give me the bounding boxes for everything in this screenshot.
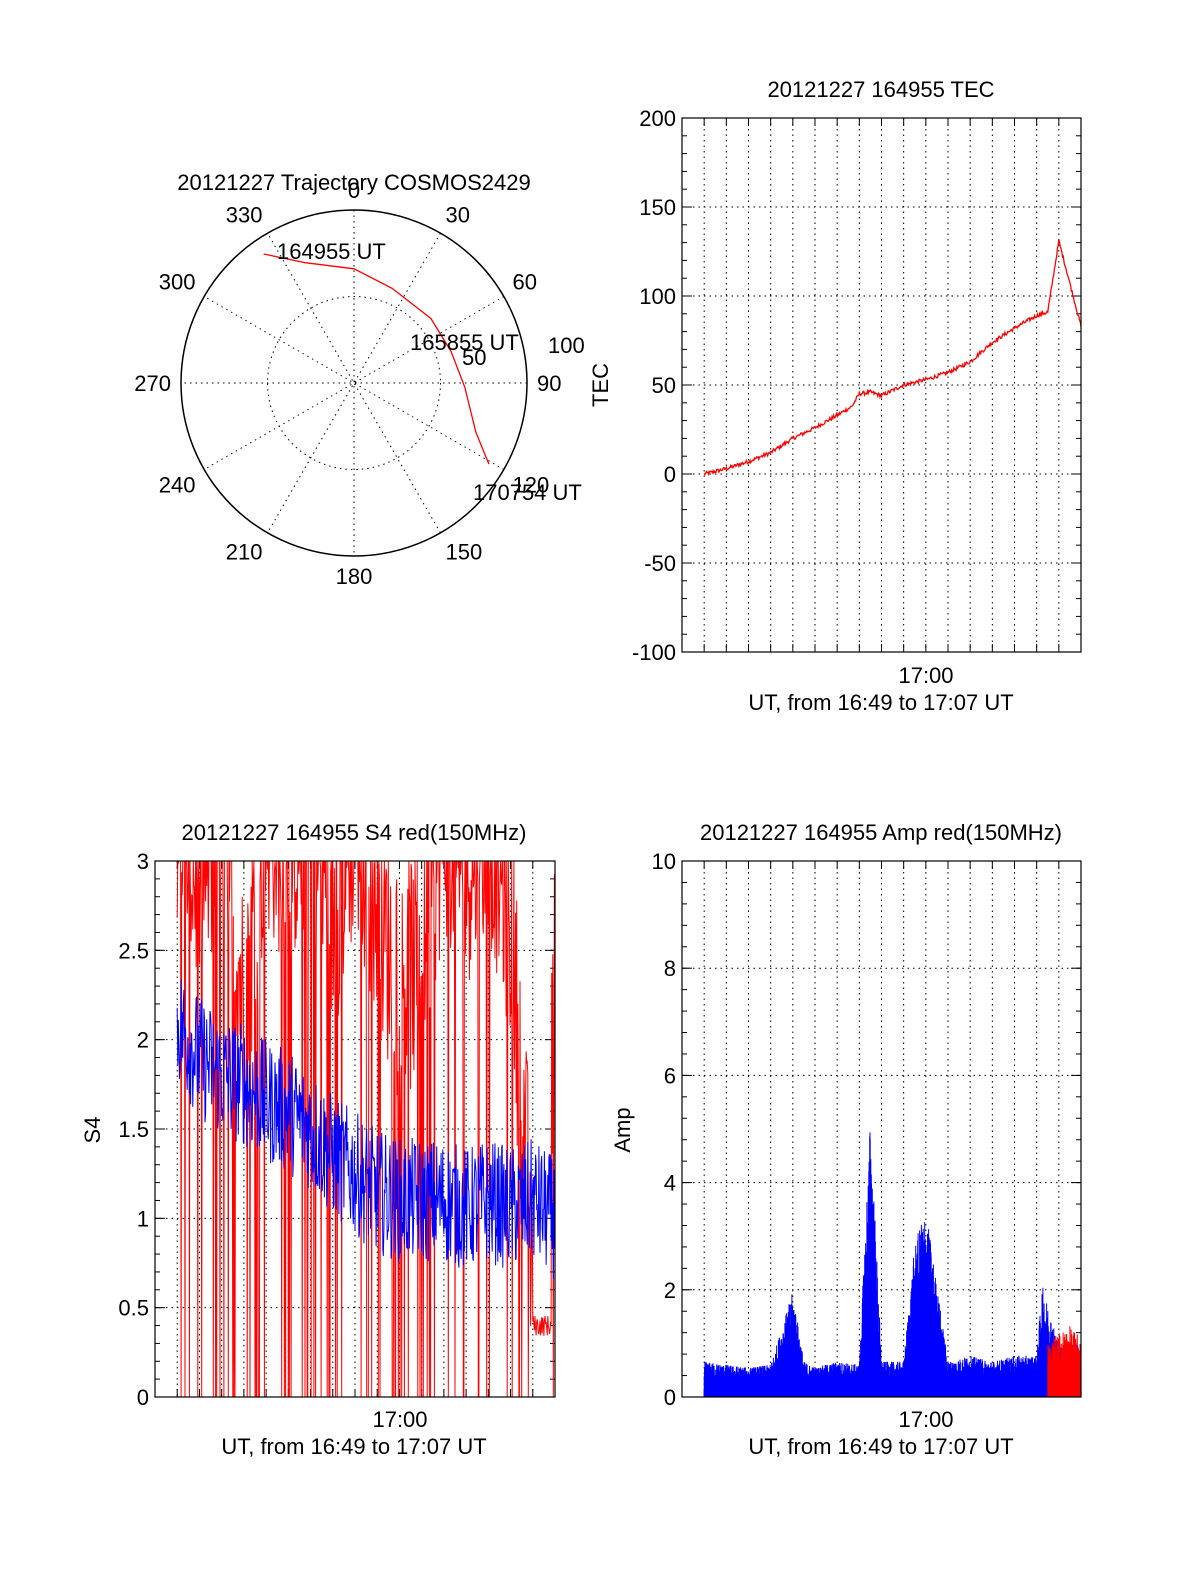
trajectory-end-label: 170754 UT (473, 480, 582, 505)
s4-y-tick-label: 1.5 (118, 1117, 149, 1142)
trajectory-title: 20121227 Trajectory COSMOS2429 (177, 170, 530, 195)
ring-label-100: 100 (548, 333, 585, 358)
tec-frame (681, 117, 1082, 653)
s4-y-tick-label: 3 (137, 849, 149, 874)
tec-y-tick-label: -100 (632, 640, 676, 665)
polar-grid (181, 210, 527, 556)
tec-y-tick-label: -50 (644, 551, 676, 576)
trajectory-track (263, 253, 490, 465)
azimuth-label-180: 180 (336, 564, 373, 589)
s4-y-tick-label: 2 (137, 1028, 149, 1053)
amp-y-ticks: 10 8 6 4 2 0 (652, 849, 676, 1410)
s4-x-axis-label: UT, from 16:49 to 17:07 UT (221, 1434, 486, 1459)
azimuth-label-210: 210 (226, 540, 263, 565)
polar-ring-50 (267, 296, 441, 470)
polar-spoke (267, 232, 441, 534)
azimuth-label-240: 240 (159, 473, 196, 498)
tec-y-tick-label: 200 (639, 106, 676, 131)
amp-x-axis-label: UT, from 16:49 to 17:07 UT (748, 1434, 1013, 1459)
azimuth-label-90: 90 (537, 371, 561, 396)
s4-y-tick-label: 0.5 (118, 1296, 149, 1321)
s4-y-ticks: 3 2.5 2 1.5 1 0.5 0 (118, 849, 149, 1410)
trajectory-mid-label: 165855 UT (410, 330, 519, 355)
amp-frame (681, 860, 1082, 1398)
s4-x-tick-label: 17:00 (372, 1407, 427, 1432)
s4-y-tick-label: 2.5 (118, 938, 149, 963)
amp-y-tick-label: 10 (652, 849, 676, 874)
ring-label-50: 50 (462, 345, 486, 370)
amp-x-tick-label: 17:00 (898, 1407, 953, 1432)
amp-blue-series (703, 1132, 1082, 1397)
tec-y-tick-label: 0 (664, 462, 676, 487)
tec-x-axis-label: UT, from 16:49 to 17:07 UT (748, 690, 1013, 715)
s4-frame (154, 860, 556, 1398)
s4-y-tick-label: 0 (137, 1385, 149, 1410)
polar-outer-ring (180, 209, 528, 557)
s4-y-axis-label: S4 (80, 1117, 105, 1144)
tec-title: 20121227 164955 TEC (767, 77, 994, 102)
amp-y-tick-label: 0 (664, 1385, 676, 1410)
tec-y-ticks: 200 150 100 50 0 -50 -100 (632, 106, 676, 665)
polar-spoke (267, 232, 441, 534)
amp-y-axis-label: Amp (610, 1107, 635, 1152)
azimuth-label-150: 150 (446, 540, 483, 565)
amp-y-tick-label: 6 (664, 1063, 676, 1088)
azimuth-label-60: 60 (513, 270, 537, 295)
s4-red-series (176, 860, 555, 1398)
s4-chart: 20121227 164955 S4 red(150MHz) 3 2.5 2 1.5 1… (80, 820, 556, 1459)
tec-y-tick-label: 150 (639, 195, 676, 220)
s4-blue-series (176, 979, 555, 1280)
trajectory-start-label: 164955 UT (277, 239, 386, 264)
tec-y-tick-label: 100 (639, 284, 676, 309)
amp-title: 20121227 164955 Amp red(150MHz) (700, 820, 1062, 845)
tec-x-tick-label: 17:00 (898, 663, 953, 688)
azimuth-label-300: 300 (159, 270, 196, 295)
azimuth-label-270: 270 (134, 371, 171, 396)
azimuth-label-0: 0 (348, 178, 360, 203)
amp-y-tick-label: 2 (664, 1278, 676, 1303)
amp-chart: 20121227 164955 Amp red(150MHz) 1086420 … (610, 820, 1082, 1459)
polar-spoke (203, 296, 505, 470)
azimuth-label-120: 120 (513, 473, 550, 498)
azimuth-label-330: 330 (226, 203, 263, 228)
azimuth-labels: 0 30 60 90 120 150 180 210 240 270 300 330 (134, 178, 561, 589)
amp-red-series (1047, 1326, 1082, 1397)
trajectory-chart: 20121227 Trajectory COSMOS2429 0 30 60 90 12… (134, 170, 584, 589)
tec-y-tick-label: 50 (652, 373, 676, 398)
amp-y-tick-label: 8 (664, 956, 676, 981)
tec-y-axis-label: TEC (588, 363, 613, 407)
amp-y-tick-label: 4 (664, 1171, 676, 1196)
polar-spoke (203, 296, 505, 470)
s4-title: 20121227 164955 S4 red(150MHz) (182, 820, 527, 845)
amp-grid (682, 860, 1081, 1398)
tec-chart: 20121227 164955 TEC 200150100500-50-100 … (588, 77, 1082, 715)
tec-grid (682, 117, 1081, 653)
azimuth-label-30: 30 (446, 203, 470, 228)
s4-y-tick-label: 1 (137, 1206, 149, 1231)
tec-series-line (703, 239, 1082, 477)
